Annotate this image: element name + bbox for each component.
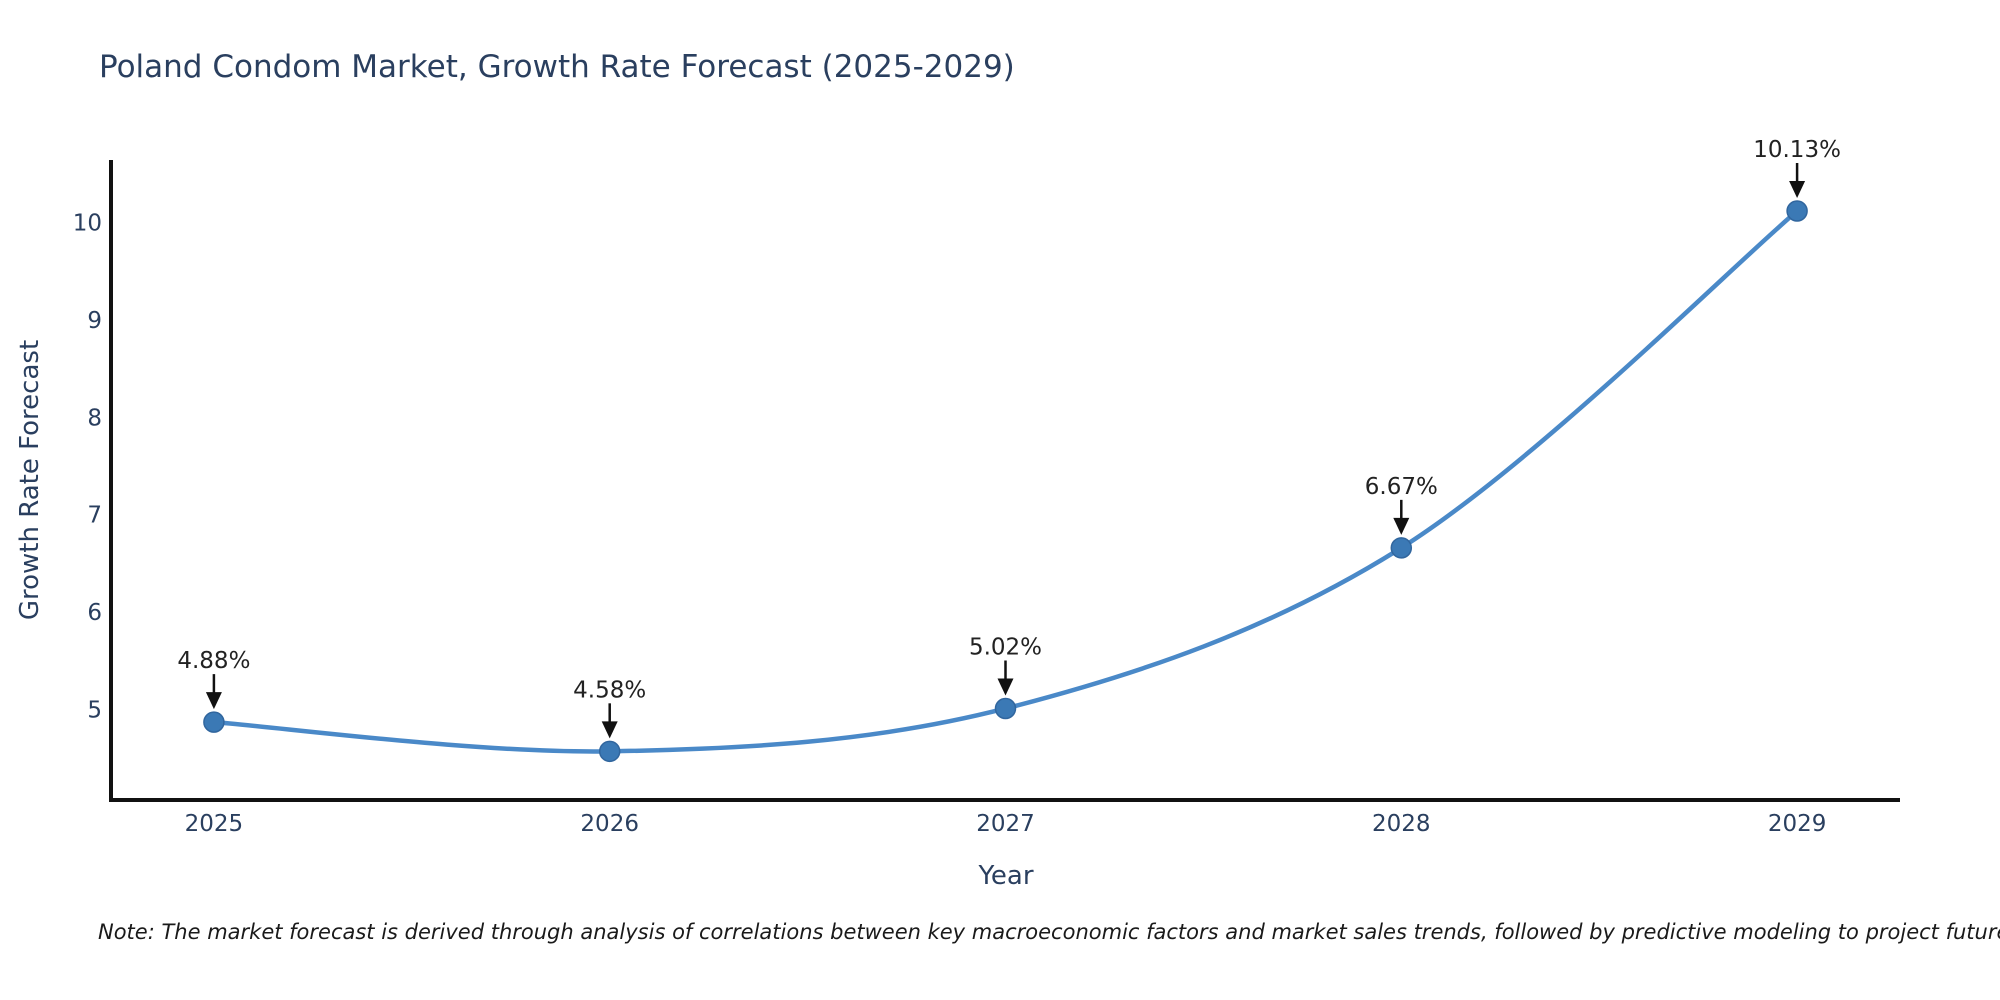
point-annotation-label: 4.88% [177,648,250,674]
y-tick-label: 7 [87,503,102,529]
x-tick-label: 2027 [976,811,1035,837]
y-tick-label: 5 [87,697,102,723]
data-point-marker [598,740,621,763]
data-point-marker [1390,537,1413,559]
annotation-arrowhead [1393,517,1410,535]
point-annotation-label: 5.02% [969,634,1042,660]
y-tick-label: 6 [87,600,102,626]
point-annotation-label: 6.67% [1365,474,1438,500]
annotation-arrowhead [601,721,618,739]
x-tick-label: 2028 [1372,811,1431,837]
y-tick-label: 8 [87,405,102,431]
chart-title: Poland Condom Market, Growth Rate Foreca… [99,49,1015,85]
point-annotation-label: 10.13% [1753,137,1841,163]
data-point-marker [1786,200,1808,222]
y-axis-title: Growth Rate Forecast [15,339,45,621]
data-point-marker [203,711,225,733]
footnote: Note: The market forecast is derived thr… [98,920,2000,944]
x-tick-label: 2029 [1768,811,1827,837]
x-axis-title: Year [978,861,1034,891]
y-tick-label: 9 [87,308,102,334]
y-tick-label: 10 [73,211,102,237]
annotation-arrowhead [997,678,1014,696]
annotation-arrowhead [1789,181,1806,199]
annotation-arrowhead [205,692,222,710]
x-tick-label: 2026 [580,811,639,837]
data-point-marker [994,697,1017,720]
x-tick-label: 2025 [185,811,244,837]
point-annotation-label: 4.58% [573,677,646,703]
